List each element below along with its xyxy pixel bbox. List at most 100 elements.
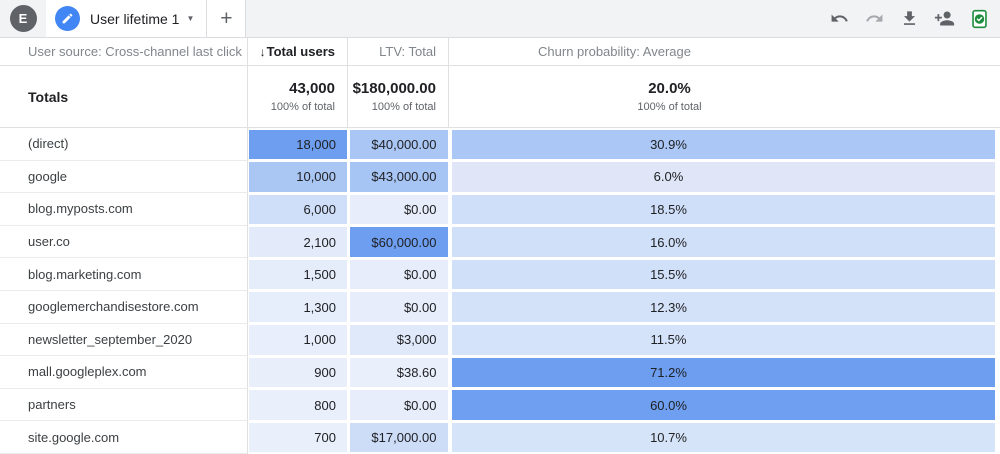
column-header-total-users[interactable]: ↓ Total users: [248, 38, 348, 65]
row-users-cell-wrap: 1,300: [248, 291, 348, 324]
row-churn-cell[interactable]: 16.0%: [452, 227, 995, 257]
row-source-cell[interactable]: user.co: [0, 225, 248, 259]
row-churn-cell-wrap: 18.5%: [449, 193, 1000, 226]
row-ltv-cell-wrap: $0.00: [348, 258, 449, 291]
totals-users-cell: 43,000 100% of total: [248, 66, 348, 127]
table-row: blog.myposts.com 6,000 $0.00 18.5%: [0, 193, 1000, 226]
table-body: (direct) 18,000 $40,000.00 30.9% google …: [0, 128, 1000, 454]
row-users-cell-wrap: 2,100: [248, 226, 348, 259]
table-row: mall.googleplex.com 900 $38.60 71.2%: [0, 356, 1000, 389]
row-ltv-cell[interactable]: $43,000.00: [349, 162, 448, 192]
row-users-cell-wrap: 18,000: [248, 128, 348, 161]
row-ltv-cell-wrap: $60,000.00: [348, 226, 449, 259]
row-users-cell[interactable]: 1,000: [249, 325, 347, 355]
row-churn-cell[interactable]: 12.3%: [452, 292, 995, 323]
row-churn-cell[interactable]: 15.5%: [452, 259, 995, 290]
table-row: partners 800 $0.00 60.0%: [0, 388, 1000, 422]
row-source-cell[interactable]: (direct): [0, 128, 248, 161]
row-churn-cell-wrap: 16.0%: [449, 226, 1000, 259]
table-row: newsletter_september_2020 1,000 $3,000 1…: [0, 323, 1000, 357]
row-users-cell[interactable]: 6,000: [249, 194, 347, 225]
column-header-user-source[interactable]: User source: Cross-channel last click: [0, 38, 248, 65]
column-header-ltv[interactable]: LTV: Total: [348, 38, 449, 65]
row-churn-cell[interactable]: 18.5%: [452, 194, 995, 225]
row-users-cell[interactable]: 1,300: [249, 292, 347, 323]
share-add-user-icon[interactable]: [927, 0, 962, 38]
row-users-cell[interactable]: 18,000: [249, 129, 347, 160]
row-ltv-cell-wrap: $0.00: [348, 291, 449, 324]
row-churn-cell-wrap: 15.5%: [449, 258, 1000, 291]
row-ltv-cell-wrap: $43,000.00: [348, 161, 449, 194]
table-row: user.co 2,100 $60,000.00 16.0%: [0, 225, 1000, 259]
tab-title: User lifetime 1: [90, 10, 180, 27]
row-churn-cell[interactable]: 11.5%: [452, 325, 995, 355]
table-row: site.google.com 700 $17,000.00 10.7%: [0, 421, 1000, 454]
sort-descending-icon: ↓: [259, 44, 266, 59]
toolbar-actions: [822, 0, 997, 37]
totals-users-percent: 100% of total: [270, 101, 335, 113]
row-churn-cell-wrap: 30.9%: [449, 128, 1000, 161]
avatar[interactable]: E: [9, 5, 37, 32]
row-churn-cell[interactable]: 30.9%: [452, 129, 995, 160]
row-churn-cell-wrap: 6.0%: [449, 161, 1000, 194]
row-ltv-cell[interactable]: $0.00: [349, 390, 448, 420]
row-users-cell-wrap: 6,000: [248, 193, 348, 226]
row-users-cell-wrap: 1,000: [248, 324, 348, 357]
row-users-cell-wrap: 900: [248, 356, 348, 389]
row-churn-cell-wrap: 60.0%: [449, 389, 1000, 422]
row-users-cell[interactable]: 2,100: [249, 227, 347, 257]
row-churn-cell[interactable]: 6.0%: [452, 162, 995, 192]
row-users-cell-wrap: 1,500: [248, 258, 348, 291]
row-source-cell[interactable]: blog.myposts.com: [0, 193, 248, 226]
row-source-cell[interactable]: site.google.com: [0, 421, 248, 454]
totals-row: Totals 43,000 100% of total $180,000.00 …: [0, 66, 1000, 128]
totals-churn-percent: 100% of total: [637, 101, 702, 113]
totals-ltv-percent: 100% of total: [371, 101, 436, 113]
add-tab-button[interactable]: +: [207, 0, 247, 37]
row-ltv-cell[interactable]: $3,000: [349, 325, 448, 355]
row-source-cell[interactable]: partners: [0, 388, 248, 422]
undo-icon[interactable]: [822, 0, 857, 38]
row-churn-cell[interactable]: 60.0%: [452, 390, 995, 420]
row-source-cell[interactable]: mall.googleplex.com: [0, 356, 248, 389]
export-to-sheets-icon[interactable]: [962, 0, 997, 38]
row-ltv-cell[interactable]: $60,000.00: [349, 227, 448, 257]
table-row: googlemerchandisestore.com 1,300 $0.00 1…: [0, 290, 1000, 324]
redo-icon[interactable]: [857, 0, 892, 38]
row-ltv-cell[interactable]: $38.60: [349, 357, 448, 388]
row-ltv-cell[interactable]: $17,000.00: [349, 422, 448, 453]
table-row: google 10,000 $43,000.00 6.0%: [0, 160, 1000, 194]
row-source-cell[interactable]: blog.marketing.com: [0, 258, 248, 291]
toolbar-spacer: [246, 0, 822, 37]
table-row: (direct) 18,000 $40,000.00 30.9%: [0, 128, 1000, 161]
row-ltv-cell-wrap: $0.00: [348, 193, 449, 226]
row-ltv-cell[interactable]: $0.00: [349, 292, 448, 323]
download-icon[interactable]: [892, 0, 927, 38]
row-users-cell[interactable]: 700: [249, 422, 347, 453]
row-ltv-cell-wrap: $17,000.00: [348, 421, 449, 454]
row-source-cell[interactable]: google: [0, 160, 248, 194]
row-churn-cell-wrap: 10.7%: [449, 421, 1000, 454]
row-source-cell[interactable]: googlemerchandisestore.com: [0, 290, 248, 324]
row-source-cell[interactable]: newsletter_september_2020: [0, 323, 248, 357]
row-ltv-cell[interactable]: $0.00: [349, 259, 448, 290]
row-ltv-cell-wrap: $3,000: [348, 324, 449, 357]
row-churn-cell[interactable]: 71.2%: [452, 357, 995, 388]
totals-churn-value: 20.0%: [648, 80, 691, 97]
column-header-churn[interactable]: Churn probability: Average: [538, 44, 691, 59]
chevron-down-icon[interactable]: ▼: [186, 14, 195, 23]
tab-user-lifetime[interactable]: User lifetime 1 ▼: [46, 0, 208, 37]
top-toolbar: E User lifetime 1 ▼ +: [0, 0, 1000, 38]
row-users-cell[interactable]: 10,000: [249, 162, 347, 192]
row-ltv-cell[interactable]: $40,000.00: [349, 129, 448, 160]
row-ltv-cell[interactable]: $0.00: [349, 194, 448, 225]
row-ltv-cell-wrap: $0.00: [348, 389, 449, 422]
row-users-cell[interactable]: 900: [249, 357, 347, 388]
row-users-cell[interactable]: 1,500: [249, 259, 347, 290]
table-row: blog.marketing.com 1,500 $0.00 15.5%: [0, 258, 1000, 291]
totals-users-value: 43,000: [289, 80, 335, 97]
row-users-cell[interactable]: 800: [249, 390, 347, 420]
row-churn-cell-wrap: 71.2%: [449, 356, 1000, 389]
row-churn-cell[interactable]: 10.7%: [452, 422, 995, 453]
row-ltv-cell-wrap: $40,000.00: [348, 128, 449, 161]
